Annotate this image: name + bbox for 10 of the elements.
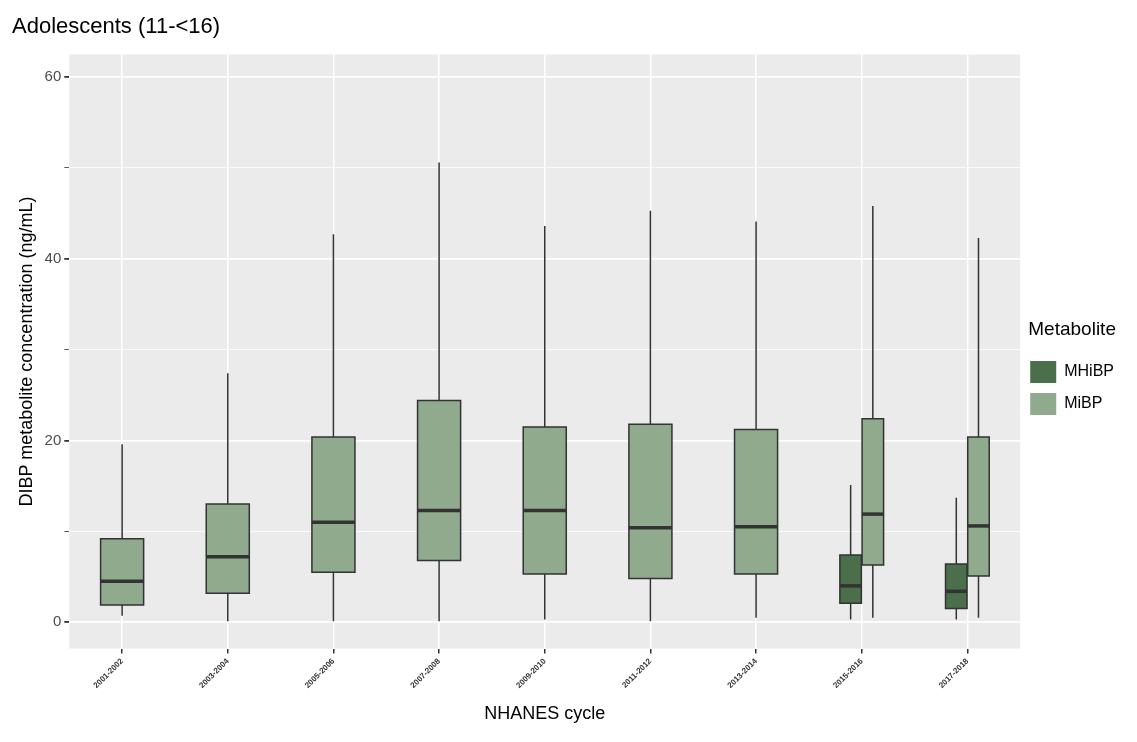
x-axis-title: NHANES cycle xyxy=(484,703,606,724)
legend-label: MHiBP xyxy=(1064,362,1114,380)
y-axis-title: DIBP metabolite concentration (ng/mL) xyxy=(15,196,36,507)
y-tick-label: 40 xyxy=(44,248,62,266)
legend-title: Metabolite xyxy=(1028,317,1116,339)
y-tick-label: 60 xyxy=(44,67,62,85)
legend-label: MiBP xyxy=(1064,394,1103,412)
y-tick-label: 20 xyxy=(44,430,62,448)
y-tick-label: 0 xyxy=(52,612,62,630)
chart-title: Adolescents (11-<16) xyxy=(12,13,221,39)
